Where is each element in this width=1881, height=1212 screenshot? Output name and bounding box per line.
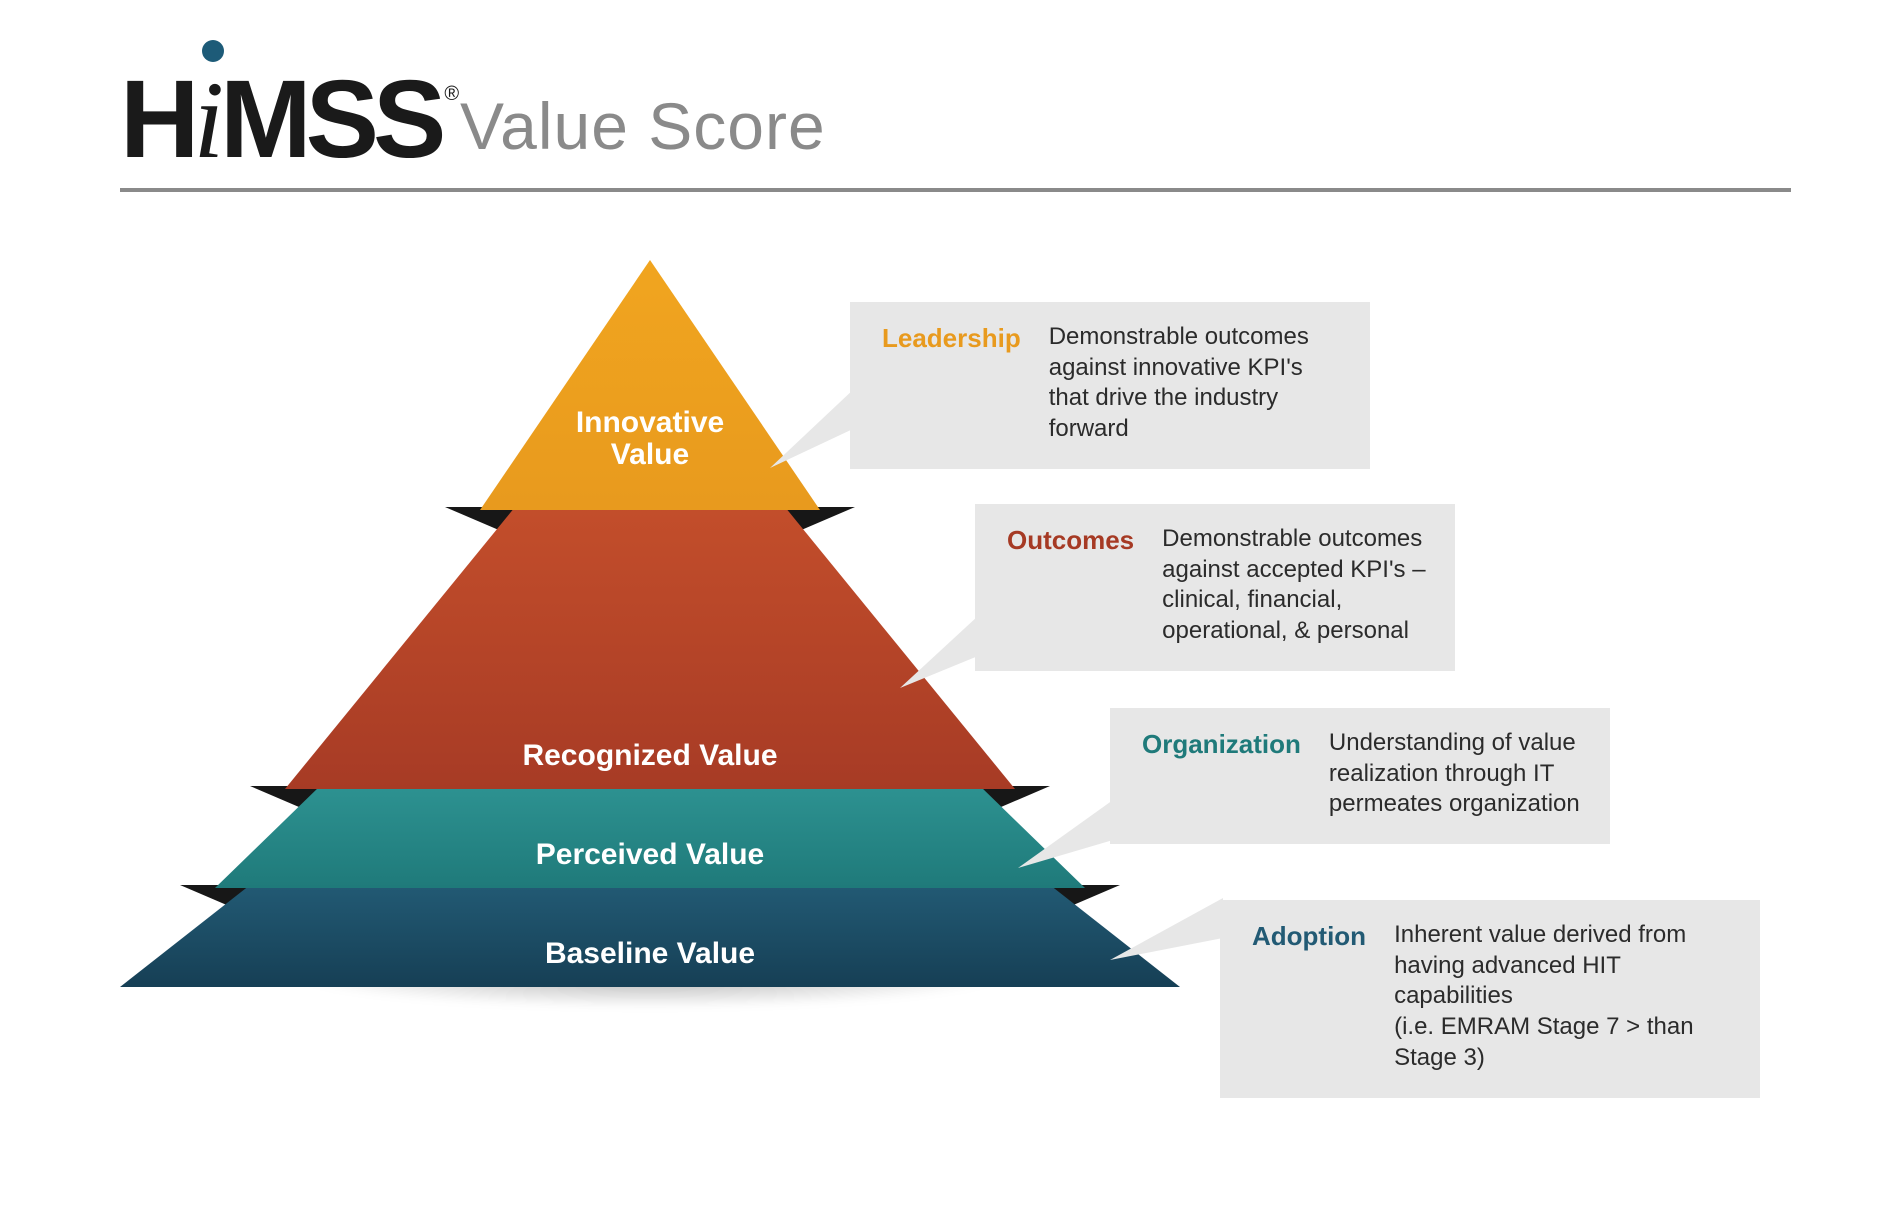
logo-row: HiMSS® Value Score (120, 50, 1791, 170)
pyramid-level-body: Recognized Value (285, 507, 1015, 789)
pyramid-level-label: Perceived Value (536, 839, 765, 871)
logo-mss: MSS (220, 58, 440, 181)
himss-logo: HiMSS® (120, 50, 430, 170)
callout-description: Demonstrable outcomes against innovative… (1049, 323, 1309, 442)
pyramid-level-recognized: Recognized Value (285, 507, 1015, 789)
callout-description: Inherent value derived from having advan… (1394, 921, 1693, 1071)
pyramid-level-perceived: Perceived Value (215, 786, 1085, 888)
pyramid-level-label: InnovativeValue (576, 407, 724, 470)
callout-organization: Organization Understanding of value reali… (1110, 708, 1610, 844)
callout-description: Understanding of value realization throu… (1329, 729, 1580, 817)
pyramid-level-body: Baseline Value (120, 885, 1180, 987)
header-rule (120, 188, 1791, 192)
page-subtitle: Value Score (460, 88, 826, 170)
diagram-stage: Baseline Value Perceived Value Recognized … (0, 260, 1881, 1180)
logo-i: i (193, 59, 220, 181)
pyramid-level-baseline: Baseline Value (120, 885, 1180, 987)
logo-text: HiMSS® (120, 70, 449, 170)
pyramid-level-innovative: InnovativeValue (480, 260, 820, 510)
pyramid-level-label: Baseline Value (545, 938, 755, 970)
callout-adoption: Adoption Inherent value derived from havi… (1220, 900, 1760, 1098)
header: HiMSS® Value Score (120, 50, 1791, 192)
pyramid-level-body: Perceived Value (215, 786, 1085, 888)
logo-h: H (120, 58, 193, 181)
callout-keyword: Outcomes (1007, 524, 1134, 557)
callout-keyword: Organization (1142, 728, 1301, 761)
pyramid-level-body: InnovativeValue (480, 260, 820, 510)
callout-outcomes: Outcomes Demonstrable outcomes against ac… (975, 504, 1455, 671)
logo-registered: ® (444, 83, 453, 105)
callout-keyword: Adoption (1252, 920, 1366, 953)
callout-keyword: Leadership (882, 322, 1021, 355)
callout-leadership: Leadership Demonstrable outcomes against … (850, 302, 1370, 469)
pyramid-level-label: Recognized Value (522, 740, 777, 772)
callout-description: Demonstrable outcomes against accepted K… (1162, 525, 1425, 644)
